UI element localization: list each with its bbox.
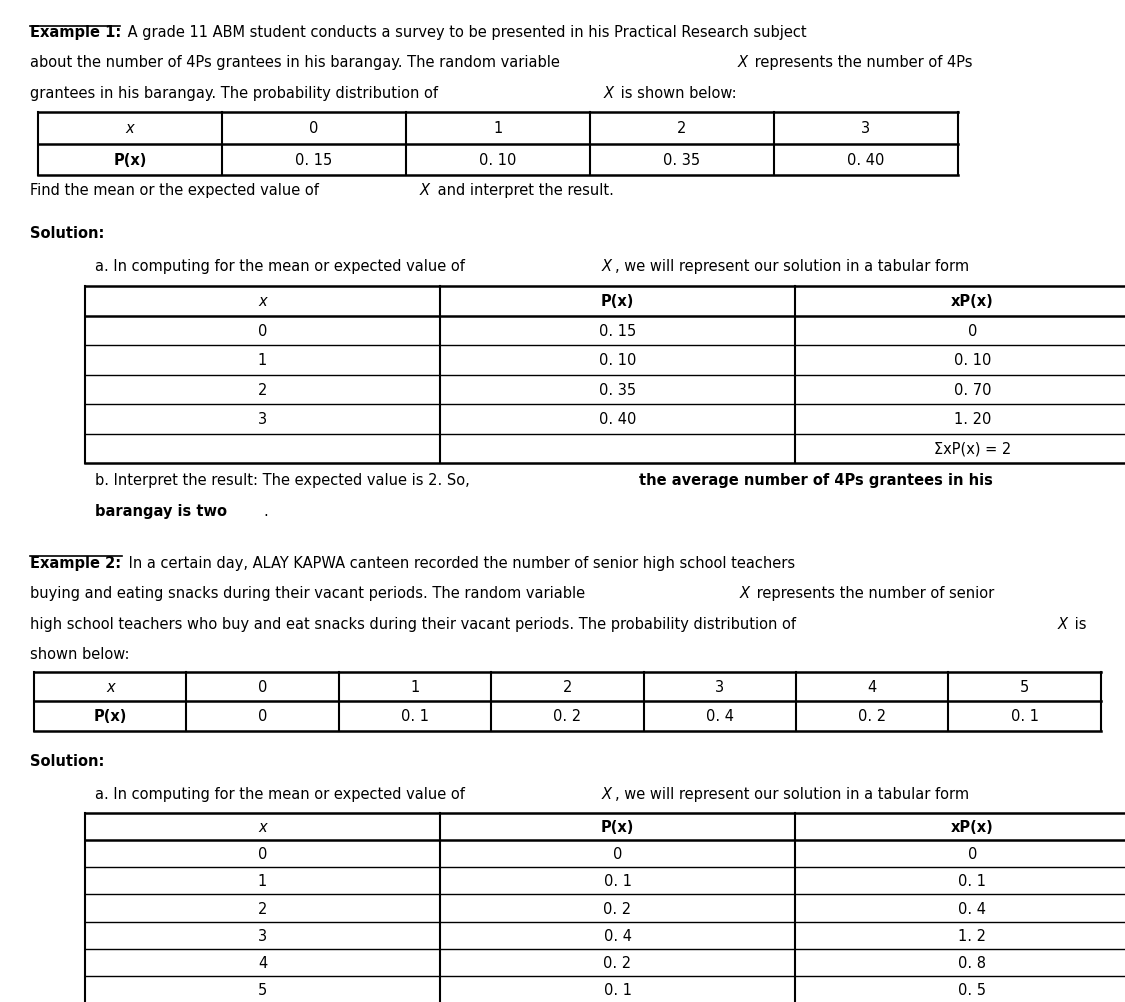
Text: 0. 15: 0. 15 (598, 324, 636, 339)
Text: Example 2:: Example 2: (30, 555, 122, 570)
Text: X: X (740, 585, 750, 600)
Text: 0: 0 (258, 846, 268, 861)
Text: 0: 0 (968, 846, 978, 861)
Text: 0. 1: 0. 1 (1010, 708, 1038, 723)
Text: A grade 11 ABM student conducts a survey to be presented in his Practical Resear: A grade 11 ABM student conducts a survey… (123, 25, 807, 40)
Text: high school teachers who buy and eat snacks during their vacant periods. The pro: high school teachers who buy and eat sna… (30, 616, 801, 631)
Text: 0. 5: 0. 5 (958, 983, 987, 997)
Text: X: X (1058, 616, 1068, 631)
Text: buying and eating snacks during their vacant periods. The random variable: buying and eating snacks during their va… (30, 585, 590, 600)
Text: the average number of 4Ps grantees in his: the average number of 4Ps grantees in hi… (639, 473, 993, 488)
Text: 5: 5 (1020, 679, 1029, 694)
Text: 5: 5 (258, 983, 267, 997)
Text: x: x (259, 294, 267, 309)
Text: about the number of 4Ps grantees in his barangay. The random variable: about the number of 4Ps grantees in his … (30, 55, 565, 70)
Text: 0. 1: 0. 1 (958, 874, 987, 889)
Text: 0. 10: 0. 10 (479, 152, 516, 167)
Text: 2: 2 (677, 121, 686, 136)
Text: 0. 40: 0. 40 (598, 412, 637, 427)
Text: Solution:: Solution: (30, 753, 105, 768)
Text: 0. 1: 0. 1 (603, 983, 631, 997)
Text: is shown below:: is shown below: (616, 86, 737, 101)
Text: 1: 1 (494, 121, 503, 136)
Text: , we will represent our solution in a tabular form: , we will represent our solution in a ta… (615, 786, 969, 801)
Text: 0: 0 (258, 324, 268, 339)
Text: 0: 0 (968, 324, 978, 339)
Text: 1: 1 (411, 679, 420, 694)
Text: 0. 2: 0. 2 (858, 708, 886, 723)
Text: 0. 2: 0. 2 (554, 708, 582, 723)
Text: 1: 1 (258, 874, 267, 889)
Text: 3: 3 (258, 412, 267, 427)
Text: P(x): P(x) (93, 708, 127, 723)
Text: 0. 15: 0. 15 (296, 152, 333, 167)
Text: 1. 2: 1. 2 (958, 928, 987, 943)
Text: a. In computing for the mean or expected value of: a. In computing for the mean or expected… (94, 786, 469, 801)
Text: In a certain day, ALAY KAPWA canteen recorded the number of senior high school t: In a certain day, ALAY KAPWA canteen rec… (124, 555, 795, 570)
Text: xP(x): xP(x) (951, 294, 993, 309)
Text: 0. 2: 0. 2 (603, 901, 631, 916)
Text: 3: 3 (716, 679, 724, 694)
Text: .: . (263, 503, 268, 518)
Text: Example 1:: Example 1: (30, 25, 122, 40)
Text: represents the number of senior: represents the number of senior (752, 585, 994, 600)
Text: 0: 0 (258, 679, 268, 694)
Text: X: X (738, 55, 748, 70)
Text: X: X (602, 786, 612, 801)
Text: , we will represent our solution in a tabular form: , we will represent our solution in a ta… (615, 259, 969, 274)
Text: Solution:: Solution: (30, 225, 105, 240)
Text: is: is (1070, 616, 1087, 631)
Text: 3: 3 (258, 928, 267, 943)
Text: 0. 10: 0. 10 (598, 353, 637, 368)
Text: xP(x): xP(x) (951, 819, 993, 834)
Text: 2: 2 (258, 383, 268, 398)
Text: x: x (126, 121, 134, 136)
Text: 0: 0 (258, 708, 268, 723)
Text: 0. 4: 0. 4 (958, 901, 987, 916)
Text: 0: 0 (309, 121, 318, 136)
Text: P(x): P(x) (601, 819, 634, 834)
Text: 4: 4 (258, 955, 267, 970)
Text: P(x): P(x) (601, 294, 634, 309)
Text: X: X (602, 259, 612, 274)
Text: X: X (604, 86, 614, 101)
Text: 0: 0 (613, 846, 622, 861)
Text: X: X (420, 182, 430, 197)
Text: 0. 40: 0. 40 (847, 152, 884, 167)
Text: 2: 2 (562, 679, 573, 694)
Text: 0. 8: 0. 8 (958, 955, 987, 970)
Text: shown below:: shown below: (30, 646, 129, 661)
Text: 0. 1: 0. 1 (400, 708, 429, 723)
Text: grantees in his barangay. The probability distribution of: grantees in his barangay. The probabilit… (30, 86, 442, 101)
Text: 2: 2 (258, 901, 268, 916)
Text: 0. 2: 0. 2 (603, 955, 631, 970)
Text: 0. 70: 0. 70 (954, 383, 991, 398)
Text: 4: 4 (867, 679, 876, 694)
Text: represents the number of 4Ps: represents the number of 4Ps (750, 55, 972, 70)
Text: ΣxP(x) = 2: ΣxP(x) = 2 (934, 441, 1011, 456)
Text: 0. 10: 0. 10 (954, 353, 991, 368)
Text: x: x (106, 679, 115, 694)
Text: b. Interpret the result: The expected value is 2. So,: b. Interpret the result: The expected va… (94, 473, 475, 488)
Text: barangay is two: barangay is two (94, 503, 227, 518)
Text: x: x (259, 819, 267, 834)
Text: 1. 20: 1. 20 (954, 412, 991, 427)
Text: 0. 35: 0. 35 (598, 383, 636, 398)
Text: 0. 4: 0. 4 (705, 708, 734, 723)
Text: and interpret the result.: and interpret the result. (433, 182, 614, 197)
Text: Find the mean or the expected value of: Find the mean or the expected value of (30, 182, 324, 197)
Text: P(x): P(x) (114, 152, 146, 167)
Text: 0. 35: 0. 35 (664, 152, 701, 167)
Text: 0. 4: 0. 4 (603, 928, 631, 943)
Text: a. In computing for the mean or expected value of: a. In computing for the mean or expected… (94, 259, 469, 274)
Text: 0. 1: 0. 1 (603, 874, 631, 889)
Text: 1: 1 (258, 353, 267, 368)
Text: 3: 3 (862, 121, 871, 136)
